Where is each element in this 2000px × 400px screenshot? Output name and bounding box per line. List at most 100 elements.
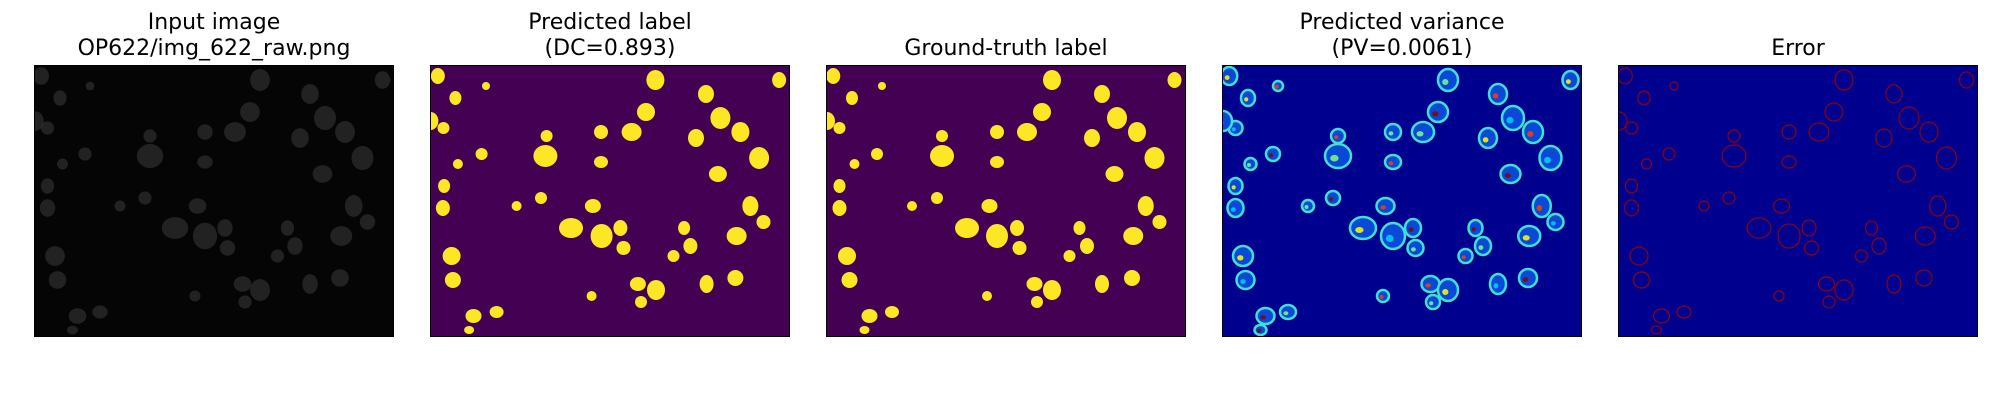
variance-ring [1239, 88, 1257, 108]
error-outline [1801, 219, 1817, 237]
nucleus-blob [250, 279, 270, 301]
label-blob [827, 68, 841, 84]
variance-hotspot [1429, 301, 1434, 306]
label-blob [1043, 280, 1061, 300]
nucleus-blob [238, 295, 252, 309]
nucleus-blob [270, 249, 285, 263]
nucleus-blob [78, 147, 92, 161]
error-outline [1722, 191, 1736, 205]
variance-ring [1231, 244, 1255, 268]
variance-hotspot [1355, 227, 1364, 233]
image-background [1223, 66, 1581, 336]
nucleus-blob [143, 129, 157, 143]
label-blob [442, 247, 461, 265]
label-blob [861, 309, 878, 323]
panel-subtitle: OP622/img_622_raw.png [77, 36, 351, 61]
error-outline [1886, 274, 1902, 294]
variance-hotspot [1408, 227, 1414, 233]
label-blob [742, 196, 759, 216]
variance-hotspot [1334, 135, 1339, 140]
nucleus-blob [68, 308, 87, 324]
error-outline [1624, 121, 1639, 135]
error-frame [1618, 65, 1978, 337]
label-blob [1063, 250, 1076, 262]
label-blob [1107, 107, 1127, 129]
variance-hotspot [1492, 93, 1499, 99]
label-blob [936, 130, 948, 142]
nucleus-blob [35, 111, 44, 131]
label-blob [832, 200, 847, 216]
nucleus-blob [240, 102, 260, 122]
label-blob [907, 201, 917, 211]
panel-title: Input image [147, 10, 281, 35]
nucleus-blob [287, 237, 303, 255]
label-blob [1105, 166, 1124, 182]
predicted-label-image [431, 66, 789, 336]
label-blob [621, 123, 642, 141]
label-blob [1010, 220, 1024, 236]
predicted-variance-image [1223, 66, 1581, 336]
error-outline [1929, 195, 1947, 217]
error-outline [1834, 69, 1854, 91]
error-outline [1676, 305, 1692, 319]
label-blob [1026, 277, 1043, 291]
error-outline [1871, 237, 1887, 255]
variance-hotspot [1231, 127, 1236, 132]
nucleus-blob [136, 143, 164, 169]
variance-ring [1473, 235, 1493, 257]
label-blob [449, 91, 462, 105]
label-blob [489, 306, 504, 318]
label-blob [535, 192, 547, 204]
label-blob [833, 122, 846, 134]
variance-hotspot [1380, 205, 1386, 210]
input-image-frame [34, 65, 394, 337]
error-outline [1898, 106, 1920, 130]
label-blob [990, 125, 1004, 139]
error-outline [1943, 214, 1960, 230]
label-blob [613, 220, 628, 236]
variance-hotspot [1432, 111, 1439, 117]
nucleus-blob [359, 214, 376, 230]
image-background [827, 66, 1185, 336]
panel-subtitle: (PV=0.0061) [1331, 36, 1473, 61]
variance-hotspot [1506, 116, 1514, 124]
label-blob [475, 148, 488, 160]
variance-hotspot [1388, 131, 1394, 136]
error-outline [1619, 111, 1628, 131]
input-image [35, 66, 393, 336]
nucleus-blob [351, 145, 374, 171]
variance-hotspot [1379, 295, 1384, 299]
variance-hotspot [1536, 205, 1543, 211]
label-blob [452, 159, 463, 169]
variance-ring [1538, 144, 1563, 172]
label-blob [1043, 70, 1061, 90]
image-background [431, 66, 789, 336]
variance-hotspot [1274, 84, 1279, 89]
variance-ring [1561, 69, 1580, 91]
variance-hotspot [1504, 173, 1511, 178]
nucleus-blob [233, 276, 252, 292]
variance-ring [1329, 127, 1347, 145]
variance-ring [1324, 189, 1342, 207]
label-blob [465, 309, 482, 323]
error-outline [1662, 147, 1676, 161]
error-outline [1652, 308, 1671, 324]
label-blob [982, 291, 992, 301]
variance-hotspot [1257, 328, 1261, 333]
label-blob [1033, 103, 1051, 121]
label-blob [1017, 123, 1037, 141]
predicted-label-frame [430, 65, 790, 337]
label-blob [990, 156, 1004, 168]
image-background [35, 66, 393, 336]
variance-hotspot [1425, 283, 1431, 288]
nucleus-blob [374, 71, 391, 89]
nucleus-blob [280, 220, 295, 236]
panel-predicted-label: Predicted label (DC=0.893) [430, 0, 790, 400]
label-blob [698, 85, 714, 103]
variance-hotspot [1240, 279, 1246, 284]
label-blob [482, 82, 490, 90]
variance-hotspot [1527, 131, 1534, 137]
nucleus-blob [138, 191, 152, 205]
label-blob [590, 224, 613, 248]
label-blob [647, 280, 665, 300]
